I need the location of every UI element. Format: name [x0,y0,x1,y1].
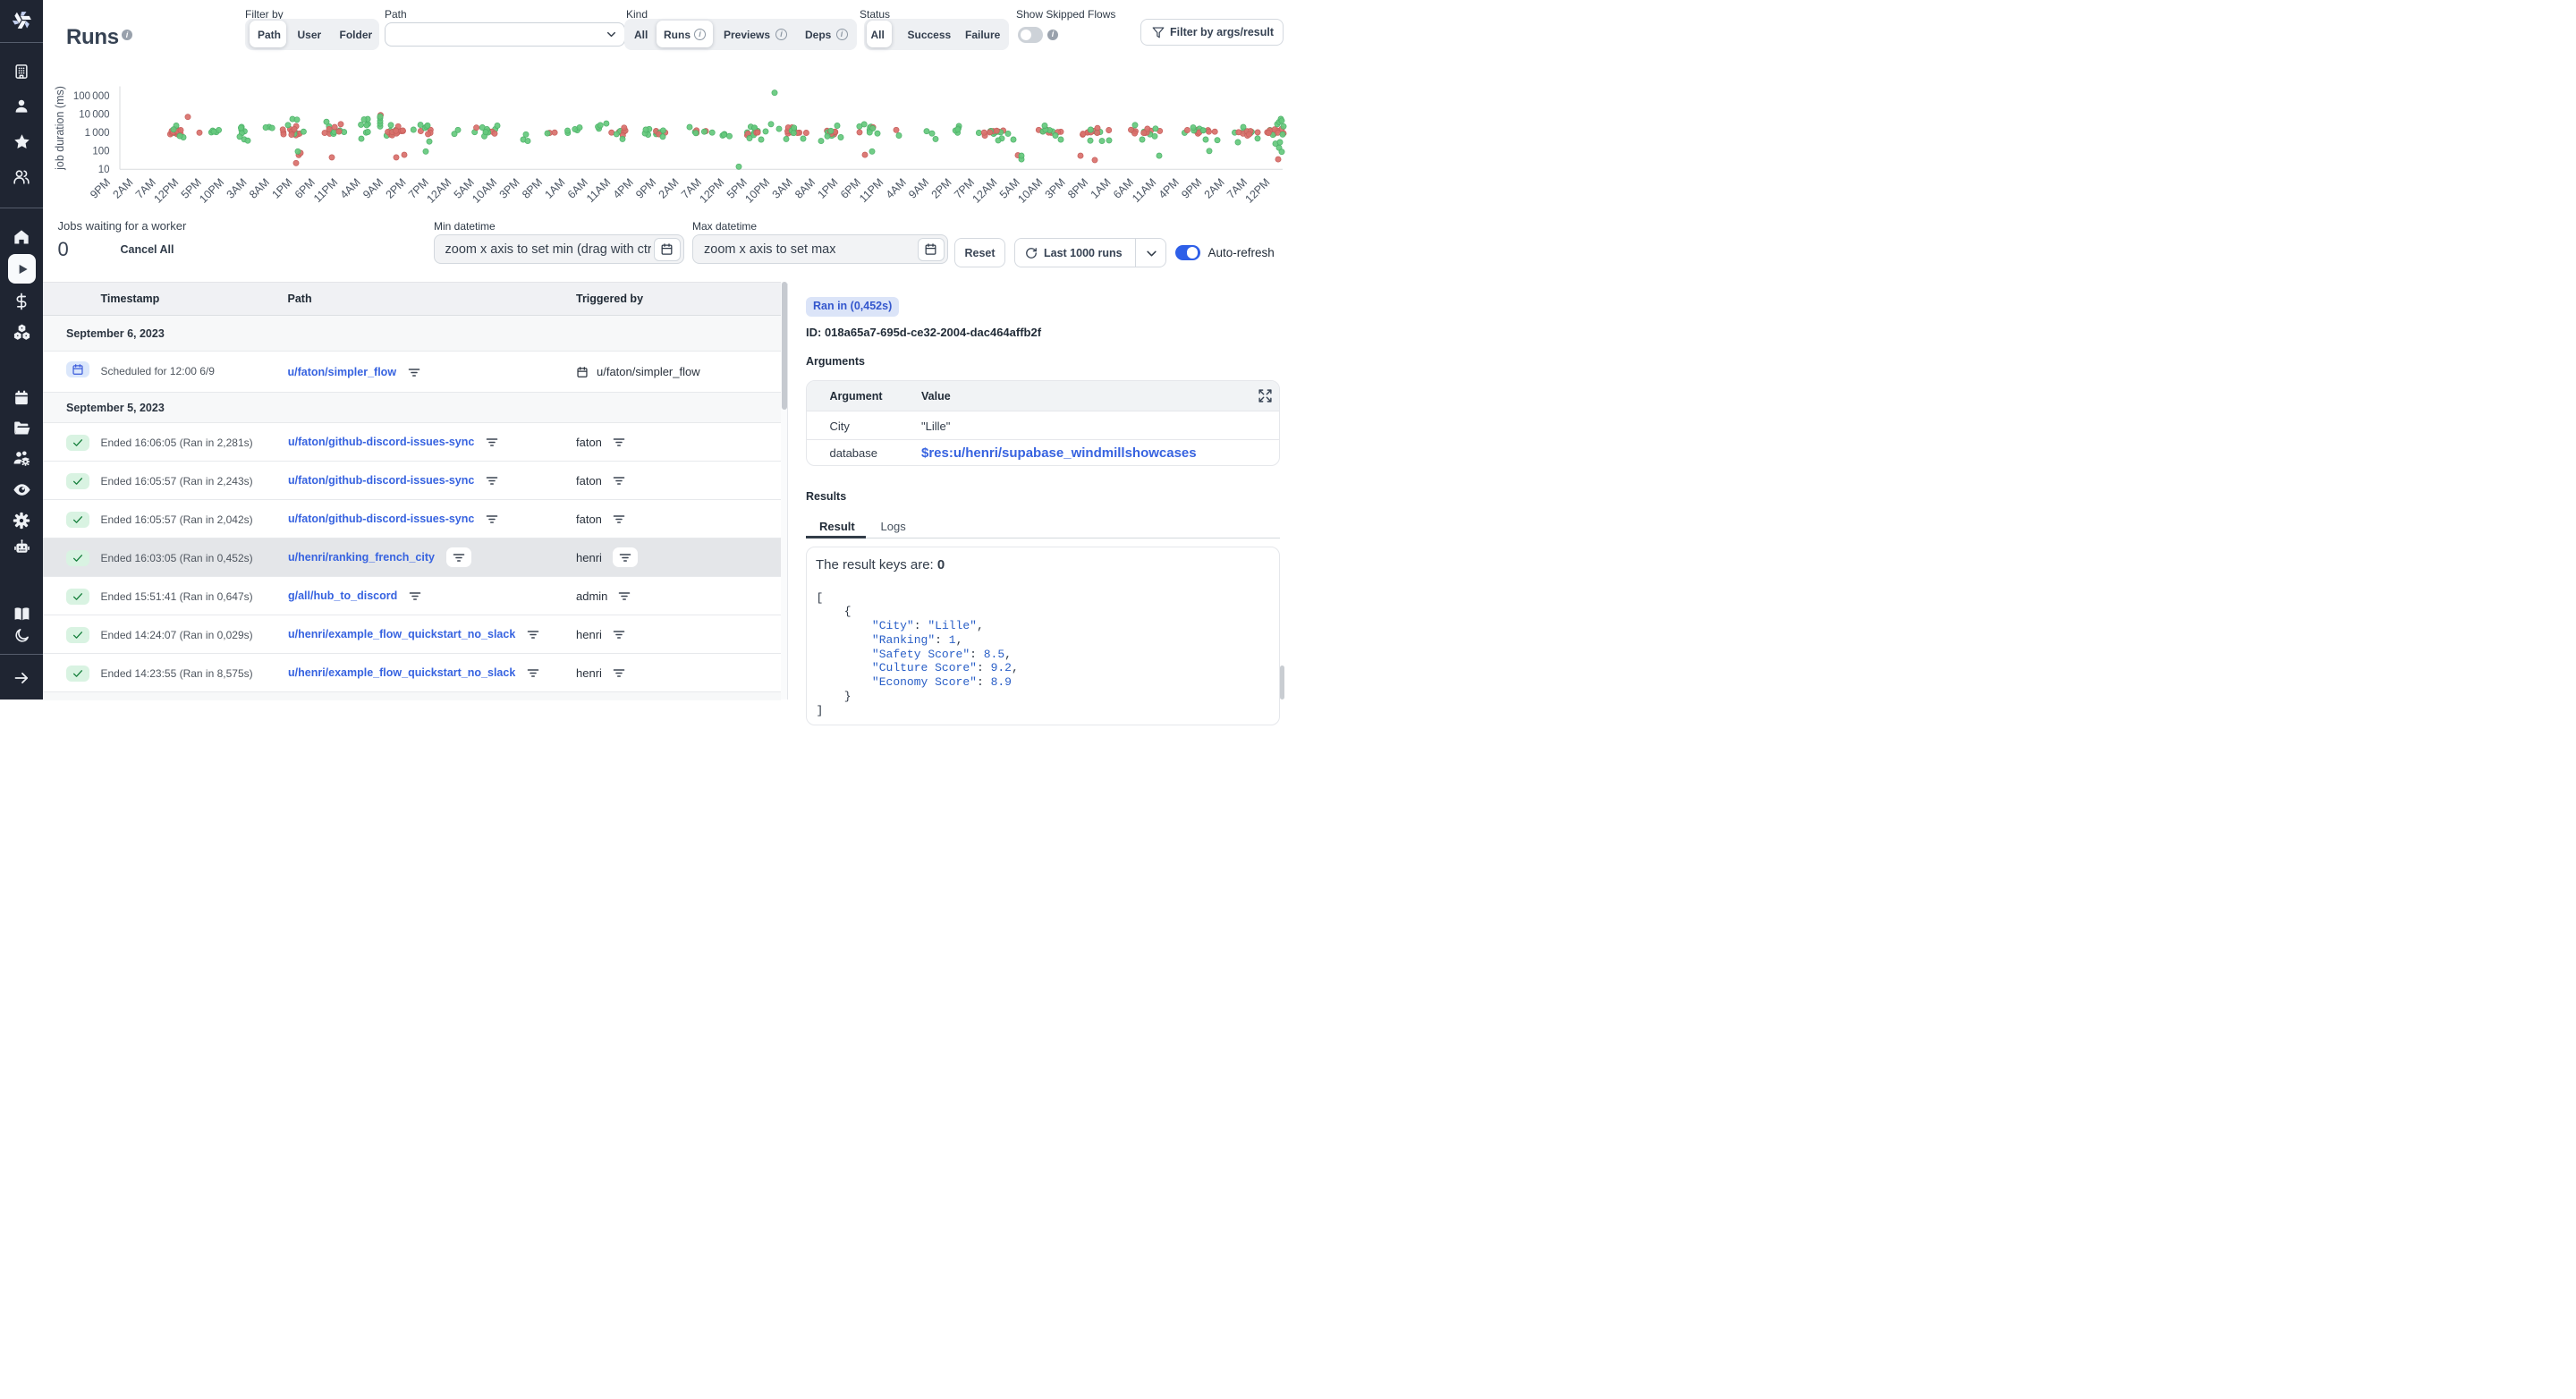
svg-text:8AM: 8AM [247,176,272,201]
svg-text:100: 100 [92,147,109,157]
svg-text:10PM: 10PM [742,176,772,206]
svg-text:8PM: 8PM [520,176,545,201]
svg-text:10AM: 10AM [470,176,499,206]
svg-text:9PM: 9PM [88,176,113,201]
svg-text:12AM: 12AM [424,176,453,206]
svg-text:3AM: 3AM [225,176,250,201]
svg-text:4PM: 4PM [611,176,636,201]
svg-text:4PM: 4PM [1157,176,1182,201]
svg-text:10AM: 10AM [1015,176,1045,206]
svg-text:9PM: 9PM [1179,176,1204,201]
svg-text:12PM: 12PM [697,176,726,206]
svg-text:10: 10 [98,165,110,175]
svg-text:1AM: 1AM [542,176,567,201]
svg-text:job duration (ms): job duration (ms) [54,86,66,171]
svg-text:1AM: 1AM [1089,176,1114,201]
svg-text:11PM: 11PM [857,176,886,205]
svg-text:1PM: 1PM [815,176,840,201]
svg-text:8AM: 8AM [792,176,818,201]
svg-text:9PM: 9PM [633,176,658,201]
svg-text:8PM: 8PM [1065,176,1090,201]
svg-text:4AM: 4AM [338,176,363,201]
svg-text:2AM: 2AM [657,176,682,201]
svg-text:10 000: 10 000 [79,110,109,121]
svg-text:12PM: 12PM [1243,176,1273,206]
svg-text:3PM: 3PM [1043,176,1068,201]
svg-text:11PM: 11PM [311,176,340,205]
svg-text:12PM: 12PM [151,176,181,206]
svg-text:2AM: 2AM [1202,176,1227,201]
svg-text:3PM: 3PM [497,176,522,201]
svg-text:11AM: 11AM [584,176,613,205]
svg-text:1 000: 1 000 [85,128,110,139]
svg-text:2AM: 2AM [110,176,135,201]
svg-text:9AM: 9AM [360,176,386,201]
svg-text:4AM: 4AM [884,176,909,201]
svg-text:10PM: 10PM [197,176,226,206]
svg-text:1PM: 1PM [269,176,294,201]
svg-text:2PM: 2PM [384,176,409,201]
svg-text:12AM: 12AM [970,176,1000,206]
svg-text:3AM: 3AM [770,176,795,201]
svg-text:100 000: 100 000 [73,91,110,102]
svg-text:9AM: 9AM [906,176,931,201]
svg-text:2PM: 2PM [929,176,954,201]
svg-text:11AM: 11AM [1130,176,1158,205]
